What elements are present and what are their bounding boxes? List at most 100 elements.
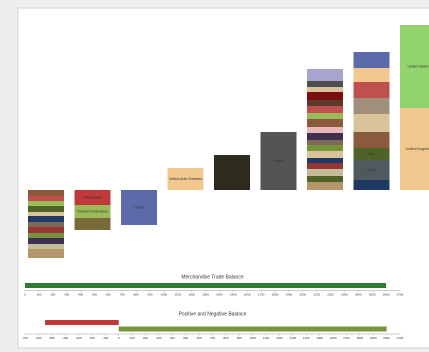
x-tick-label: 0 bbox=[118, 336, 120, 340]
x-tick-label: 200 bbox=[50, 292, 55, 296]
x-tick-label: 2000 bbox=[299, 292, 306, 296]
column-segment bbox=[260, 132, 297, 190]
x-tick-label: 500 bbox=[92, 292, 97, 296]
x-tick-label: 2500 bbox=[369, 292, 376, 296]
x-tick-label: -400 bbox=[62, 336, 68, 340]
column-segment bbox=[167, 168, 204, 190]
column-segment bbox=[307, 81, 343, 87]
column-segment bbox=[353, 114, 390, 132]
column-segment bbox=[28, 244, 64, 249]
x-tick-label: 200 bbox=[143, 336, 148, 340]
column-segment bbox=[307, 106, 343, 113]
column-segment bbox=[307, 100, 343, 106]
x-tick-label: 1800 bbox=[356, 336, 363, 340]
bar bbox=[118, 326, 387, 332]
column-segment bbox=[307, 163, 343, 169]
segment-label: Russian Federation bbox=[77, 209, 107, 213]
x-tick-label: 1300 bbox=[290, 336, 297, 340]
segment-label: United Kingdom bbox=[406, 147, 429, 151]
column-segment bbox=[307, 140, 343, 145]
x-tick-label: 1200 bbox=[188, 292, 195, 296]
x-tick-label: 300 bbox=[64, 292, 69, 296]
column-segment bbox=[28, 212, 64, 216]
x-tick-label: 1200 bbox=[276, 336, 283, 340]
column-segment bbox=[353, 52, 390, 68]
column-segment bbox=[307, 151, 343, 158]
chart-title: Positive and Negative Balance bbox=[179, 311, 247, 317]
x-tick-label: 1600 bbox=[330, 336, 337, 340]
segment-label: United Arab Emirates bbox=[169, 177, 202, 181]
column-segment bbox=[307, 182, 343, 190]
x-tick-label: 1800 bbox=[272, 292, 279, 296]
column-segment bbox=[353, 98, 390, 114]
x-tick-label: 600 bbox=[106, 292, 111, 296]
column-segment bbox=[28, 190, 64, 196]
x-tick-label: 2200 bbox=[327, 292, 334, 296]
segment-label: Canada bbox=[226, 170, 238, 174]
x-tick-label: 2600 bbox=[383, 292, 390, 296]
x-tick-label: -700 bbox=[22, 336, 28, 340]
column-segment bbox=[74, 190, 111, 205]
column-segment bbox=[400, 108, 429, 190]
column-segment bbox=[307, 145, 343, 151]
x-tick-label: 2100 bbox=[397, 336, 404, 340]
x-tick-label: 900 bbox=[237, 336, 242, 340]
column-segment bbox=[74, 205, 111, 218]
column-segment bbox=[400, 25, 429, 108]
x-tick-label: 100 bbox=[130, 336, 135, 340]
bar bbox=[25, 283, 387, 288]
x-tick-label: 600 bbox=[197, 336, 202, 340]
x-tick-label: 400 bbox=[170, 336, 175, 340]
x-tick-label: -200 bbox=[89, 336, 95, 340]
segment-label: China bbox=[134, 205, 143, 209]
column-segment bbox=[353, 160, 390, 180]
x-tick-label: 2000 bbox=[383, 336, 390, 340]
segment-label: Spain bbox=[367, 168, 376, 172]
column-segment bbox=[214, 155, 250, 190]
column-segment bbox=[307, 133, 343, 140]
x-tick-label: 1100 bbox=[175, 292, 182, 296]
column-segment bbox=[307, 158, 343, 163]
x-tick-label: 300 bbox=[156, 336, 161, 340]
column-segment bbox=[353, 148, 390, 160]
column-segment bbox=[28, 201, 64, 206]
x-tick-label: -100 bbox=[102, 336, 108, 340]
column-segment bbox=[353, 68, 390, 82]
column-segment bbox=[74, 218, 111, 230]
column-segment bbox=[307, 127, 343, 133]
x-tick-label: 2300 bbox=[341, 292, 348, 296]
x-tick-label: -600 bbox=[35, 336, 41, 340]
column-segment bbox=[307, 87, 343, 92]
x-tick-label: 700 bbox=[120, 292, 125, 296]
column-segment bbox=[307, 176, 343, 182]
segment-label: Netherlands bbox=[83, 195, 102, 199]
x-tick-label: 100 bbox=[36, 292, 41, 296]
x-tick-label: 800 bbox=[134, 292, 139, 296]
x-tick-label: 1100 bbox=[263, 336, 270, 340]
x-tick-label: 800 bbox=[223, 336, 228, 340]
x-tick-label: -500 bbox=[49, 336, 55, 340]
segment-label: Italy bbox=[368, 152, 375, 156]
segment-label: France bbox=[273, 159, 284, 163]
x-tick-label: 2700 bbox=[397, 292, 404, 296]
bar bbox=[45, 320, 119, 325]
column-segment bbox=[307, 69, 343, 81]
x-tick-label: 1900 bbox=[286, 292, 293, 296]
x-tick-label: 900 bbox=[147, 292, 152, 296]
column-segment bbox=[28, 206, 64, 212]
x-tick-label: 1500 bbox=[316, 336, 323, 340]
x-tick-label: 0 bbox=[24, 292, 26, 296]
column-segment bbox=[353, 180, 390, 190]
column-segment bbox=[307, 169, 343, 176]
chart-title: Merchandise Trade Balance bbox=[181, 274, 243, 280]
column-segment bbox=[307, 113, 343, 119]
segment-label: United States bbox=[407, 64, 428, 68]
column-segment bbox=[307, 92, 343, 100]
column-segment bbox=[353, 82, 390, 98]
x-tick-label: 2400 bbox=[355, 292, 362, 296]
column-segment bbox=[28, 249, 64, 258]
x-tick-label: 400 bbox=[78, 292, 83, 296]
column-segment bbox=[307, 119, 343, 127]
